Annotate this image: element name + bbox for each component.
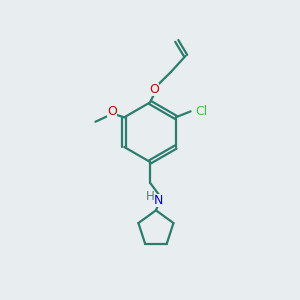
Text: O: O bbox=[107, 105, 117, 118]
Text: O: O bbox=[149, 83, 159, 97]
Text: N: N bbox=[154, 194, 164, 207]
Text: H: H bbox=[146, 190, 155, 203]
Text: Cl: Cl bbox=[195, 105, 207, 118]
